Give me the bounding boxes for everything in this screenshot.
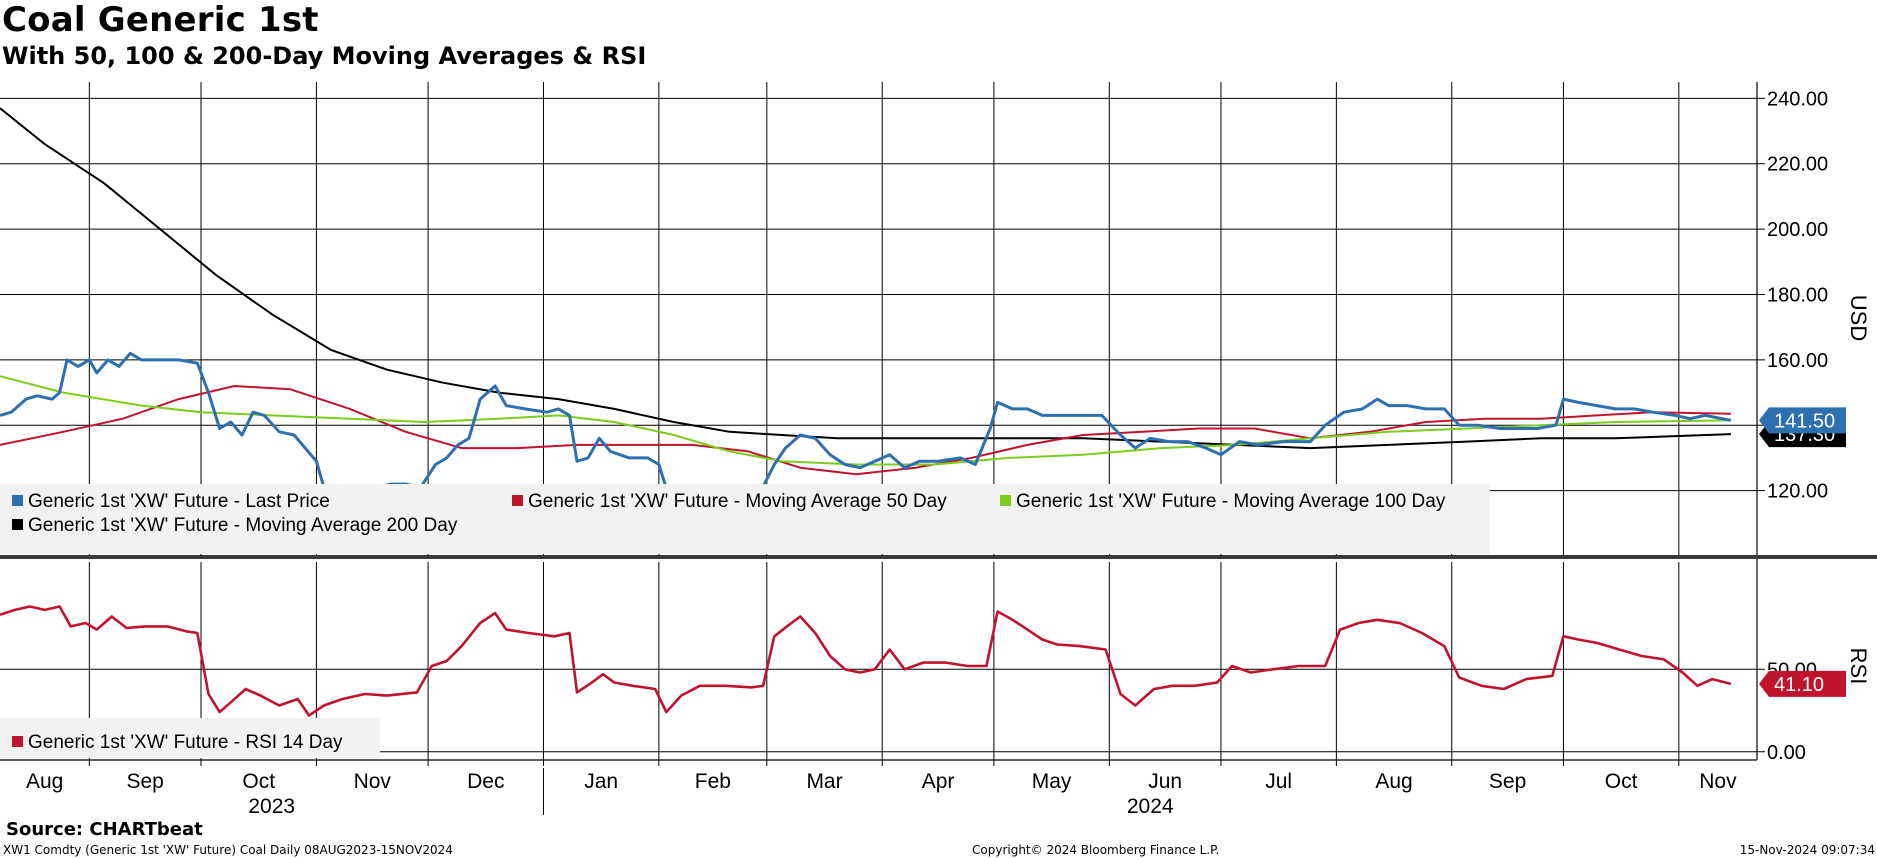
month-label: Oct xyxy=(242,770,275,793)
month-label: Dec xyxy=(467,770,504,793)
month-label: Jun xyxy=(1148,770,1182,793)
month-label: Oct xyxy=(1605,770,1638,793)
legend-label-ma100: Generic 1st 'XW' Future - Moving Average… xyxy=(1016,491,1446,512)
price-y-tick-label: 200.00 xyxy=(1767,219,1828,241)
month-label: May xyxy=(1032,770,1072,793)
month-label: Sep xyxy=(126,770,163,793)
month-label: Aug xyxy=(1375,770,1412,793)
month-label: Feb xyxy=(695,770,731,793)
month-label: Nov xyxy=(354,770,392,793)
month-label: Nov xyxy=(1699,770,1737,793)
legend-label-ma200: Generic 1st 'XW' Future - Moving Average… xyxy=(28,515,458,536)
ma200-line xyxy=(0,107,1731,450)
month-label: Jul xyxy=(1265,770,1292,793)
rsi-last-tag-text: 41.10 xyxy=(1774,674,1824,696)
ma100-line xyxy=(0,375,1731,466)
rsi-last-tag: 41.10 xyxy=(1759,670,1846,697)
rsi-y-tick-label: 0.00 xyxy=(1767,742,1806,764)
legend-swatch-rsi xyxy=(12,736,23,747)
rsi-line xyxy=(0,605,1732,717)
legend-swatch-ma50 xyxy=(512,495,523,506)
price-legend-box xyxy=(0,484,1490,554)
last-price-tag-text: 141.50 xyxy=(1774,410,1835,432)
month-label: Sep xyxy=(1489,770,1526,793)
year-label: 2023 xyxy=(248,795,295,818)
rsi-last-tag-bg xyxy=(1759,670,1846,697)
month-label: Apr xyxy=(922,770,955,793)
legend-swatch-ma100 xyxy=(1000,495,1011,506)
price-y-tick-label: 220.00 xyxy=(1767,154,1828,176)
price-y-tick-label: 120.00 xyxy=(1767,481,1828,503)
month-label: Jan xyxy=(584,770,618,793)
footer-ticker-info: XW1 Comdty (Generic 1st 'XW' Future) Coa… xyxy=(3,843,453,857)
source-note: Source: CHARTbeat xyxy=(6,819,203,840)
legend-swatch-ma200 xyxy=(12,519,23,530)
footer-timestamp: 15-Nov-2024 09:07:34 xyxy=(1739,843,1875,857)
last-price-line xyxy=(0,351,1732,502)
legend-label-rsi: Generic 1st 'XW' Future - RSI 14 Day xyxy=(28,732,343,753)
price-y-tick-label: 240.00 xyxy=(1767,88,1828,110)
month-label: Aug xyxy=(26,770,63,793)
panel-divider xyxy=(0,555,1877,559)
year-label: 2024 xyxy=(1127,795,1174,818)
price-y-tick-label: 180.00 xyxy=(1767,284,1828,306)
footer-copyright: Copyright© 2024 Bloomberg Finance L.P. xyxy=(972,843,1220,857)
rsi-legend-box xyxy=(0,718,380,758)
price-axis-title: USD xyxy=(1846,295,1871,341)
last-price-tag-bg xyxy=(1759,407,1846,434)
legend-label-last_price: Generic 1st 'XW' Future - Last Price xyxy=(28,491,330,512)
ma50-line xyxy=(0,385,1731,476)
month-label: Mar xyxy=(806,770,842,793)
chart-subtitle: With 50, 100 & 200-Day Moving Averages &… xyxy=(2,42,647,70)
legend-swatch-last_price xyxy=(12,495,23,506)
legend-label-ma50: Generic 1st 'XW' Future - Moving Average… xyxy=(528,491,947,512)
rsi-axis-title: RSI xyxy=(1846,648,1871,685)
last-price-tag: 141.50 xyxy=(1759,407,1846,434)
price-y-tick-label: 160.00 xyxy=(1767,350,1828,372)
chart-title: Coal Generic 1st xyxy=(2,0,319,40)
